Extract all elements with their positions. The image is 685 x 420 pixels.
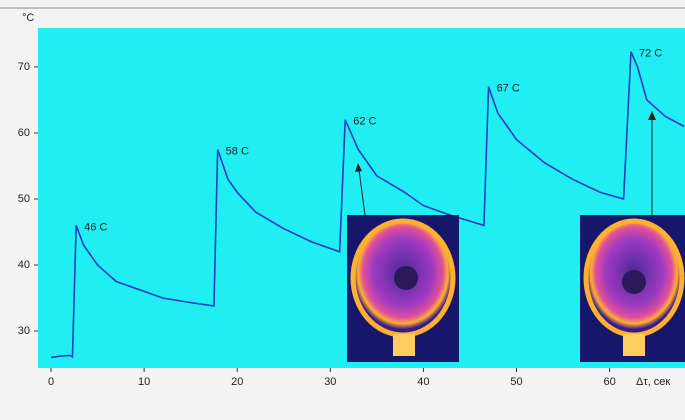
y-tick-label: 50 <box>18 193 30 205</box>
x-tick-label: 50 <box>510 376 522 388</box>
x-tick-label: 20 <box>231 376 243 388</box>
x-axis-label: Δτ, сек <box>636 376 670 388</box>
y-tick-label: 70 <box>18 61 30 73</box>
x-tick-label: 40 <box>417 376 429 388</box>
y-axis-label: °C <box>22 12 34 24</box>
peak-annotation: 58 C <box>226 145 249 157</box>
data-line <box>50 51 685 359</box>
y-tick-label: 40 <box>18 259 30 271</box>
x-tick-label: 60 <box>603 376 615 388</box>
thermal-image <box>347 163 459 362</box>
peak-annotation: 67 C <box>497 83 520 95</box>
peak-annotation: 72 C <box>639 48 662 60</box>
x-tick-label: 30 <box>324 376 336 388</box>
arrow <box>358 169 366 216</box>
x-tick-label: 0 <box>48 376 54 388</box>
peak-annotation: 62 C <box>353 116 376 128</box>
y-tick-label: 30 <box>18 325 30 337</box>
thermal-image <box>580 111 685 362</box>
y-tick-label: 60 <box>18 127 30 139</box>
x-tick-label: 10 <box>138 376 150 388</box>
peak-annotation: 46 C <box>84 221 107 233</box>
